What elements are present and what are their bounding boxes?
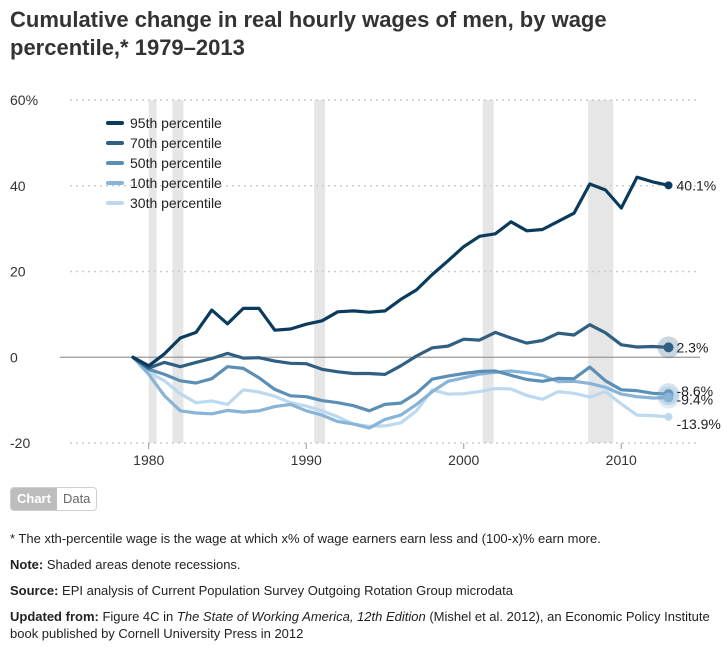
updated-text-2: (Mishel et al. 2012), an Economic Policy…: [10, 609, 710, 641]
source-line: Source: EPI analysis of Current Populati…: [10, 582, 720, 599]
recession-band: [172, 100, 184, 443]
recession-band: [148, 100, 157, 443]
updated-book-title: The State of Working America, 12th Editi…: [176, 609, 426, 624]
end-value-label: 2.3%: [677, 339, 709, 355]
chart-area: -20 0 20 40 60% 1980 1990 2000 2010 40.1% 2.3% -8.…: [10, 92, 721, 468]
series-line-95th-percentile: [131, 175, 671, 368]
end-marker: [664, 181, 673, 190]
updated-line: Updated from: Figure 4C in The State of …: [10, 608, 720, 642]
y-tick-label: 40: [10, 178, 26, 194]
chart-title: Cumulative change in real hourly wages o…: [10, 7, 607, 60]
view-toggle: Chart Data: [10, 487, 98, 511]
series-line-70th-percentile: [131, 323, 671, 376]
source-text: EPI analysis of Current Population Surve…: [62, 583, 513, 598]
recession-band: [588, 100, 614, 443]
x-tick-label: 1980: [133, 452, 164, 468]
recession-band: [482, 100, 494, 443]
series-line-10th-percentile: [131, 355, 671, 430]
note-line: Note: Shaded areas denote recessions.: [10, 556, 720, 573]
chart-notes: * The xth-percentile wage is the wage at…: [10, 530, 720, 651]
end-value-label: -9.4%: [677, 392, 714, 408]
series-line-30th-percentile: [131, 355, 671, 428]
recession-band: [314, 100, 326, 443]
end-value-label: 40.1%: [677, 177, 717, 193]
end-marker: [663, 392, 674, 403]
note-label: Note:: [10, 557, 44, 572]
y-tick-label: 20: [10, 264, 26, 280]
tab-data[interactable]: Data: [56, 488, 97, 510]
legend-label: 10th percentile: [130, 175, 222, 191]
legend-label: 95th percentile: [130, 115, 222, 131]
tab-chart[interactable]: Chart: [11, 488, 57, 510]
end-value-label: -8.6%: [677, 383, 714, 399]
x-tick-label: 2010: [606, 452, 637, 468]
y-tick-label: 0: [10, 349, 18, 365]
y-tick-label: 60%: [10, 92, 38, 108]
y-tick-label: -20: [10, 435, 30, 451]
updated-text-1: Figure 4C in: [102, 609, 174, 624]
legend-label: 50th percentile: [130, 155, 222, 171]
x-tick-label: 1990: [291, 452, 322, 468]
legend-label: 30th percentile: [130, 195, 222, 211]
end-marker: [663, 342, 674, 353]
legend-label: 70th percentile: [130, 135, 222, 151]
end-marker: [664, 412, 673, 421]
updated-label: Updated from:: [10, 609, 99, 624]
source-label: Source:: [10, 583, 59, 598]
x-tick-label: 2000: [448, 452, 479, 468]
footnote: * The xth-percentile wage is the wage at…: [10, 531, 601, 546]
series-line-50th-percentile: [131, 355, 671, 413]
end-value-label: -13.9%: [677, 416, 721, 432]
note-text: Shaded areas denote recessions.: [46, 557, 241, 572]
